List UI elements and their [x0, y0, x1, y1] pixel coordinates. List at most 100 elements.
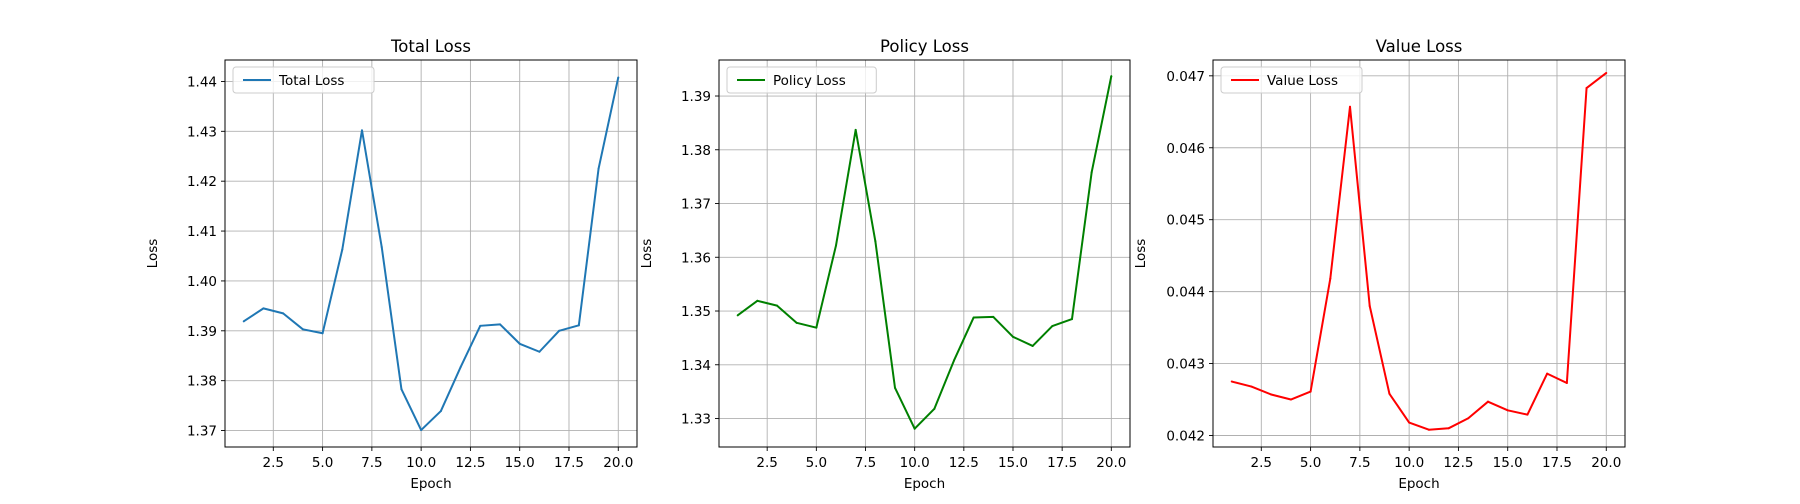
y-tick-label: 1.38: [681, 143, 711, 159]
chart-panel-2: 2.5 5.0 7.5 10.0 12.5 15.0 17.5 20.0 1.33 1.34 1.3…: [639, 37, 1131, 492]
x-tick-label: 7.5: [855, 455, 876, 471]
y-tick-label: 1.37: [187, 424, 217, 440]
data-point: [756, 299, 759, 302]
x-tick-label: 2.5: [263, 455, 284, 471]
y-tick-label: 1.38: [187, 374, 217, 390]
data-point: [1605, 71, 1608, 74]
data-point: [1546, 372, 1549, 375]
data-point: [1011, 335, 1014, 338]
data-point: [1289, 398, 1292, 401]
data-point: [815, 326, 818, 329]
x-tick-label: 15.0: [1493, 455, 1523, 471]
y-tick-label: 1.39: [681, 89, 711, 105]
chart-title: Policy Loss: [880, 37, 969, 56]
data-point: [282, 312, 285, 315]
y-tick-label: 0.047: [1166, 69, 1205, 85]
y-tick-label: 0.042: [1166, 428, 1205, 444]
legend-box: [232, 66, 375, 94]
data-point: [1270, 393, 1273, 396]
data-point: [1090, 171, 1093, 174]
x-tick-label: 17.5: [1542, 455, 1572, 471]
data-point: [321, 332, 324, 335]
data-point: [736, 314, 739, 317]
legend-box: [726, 66, 877, 94]
x-axis-label: Epoch: [904, 476, 945, 492]
x-tick-label: 7.5: [1349, 455, 1370, 471]
data-point: [1388, 392, 1391, 395]
y-tick-label: 0.044: [1166, 285, 1205, 301]
data-point: [1506, 409, 1509, 412]
data-point: [1349, 105, 1352, 108]
x-tick-label: 12.5: [455, 455, 485, 471]
data-point: [795, 321, 798, 324]
x-axis-label: Epoch: [410, 476, 451, 492]
data-point: [1070, 318, 1073, 321]
data-point: [479, 324, 482, 327]
data-point: [952, 359, 955, 362]
x-axis-label: Epoch: [1398, 476, 1439, 492]
x-tick-label: 20.0: [1096, 455, 1126, 471]
data-point: [1329, 277, 1332, 280]
y-tick-label: 1.37: [681, 197, 711, 213]
data-point: [776, 304, 779, 307]
data-point: [1408, 421, 1411, 424]
x-tick-label: 15.0: [998, 455, 1028, 471]
data-point: [439, 410, 442, 413]
y-tick-label: 1.33: [681, 412, 711, 428]
data-point: [1585, 87, 1588, 90]
data-point: [835, 244, 838, 247]
y-tick-label: 1.43: [187, 124, 217, 140]
data-point: [874, 240, 877, 243]
chart-panel-1: 2.5 5.0 7.5 10.0 12.5 15.0 17.5 20.0 1.37 1.38 1.3…: [145, 37, 638, 492]
data-point: [1565, 381, 1568, 384]
data-point: [972, 316, 975, 319]
data-point: [992, 315, 995, 318]
y-tick-label: 1.44: [187, 74, 217, 90]
x-tick-label: 2.5: [1251, 455, 1272, 471]
y-tick-label: 1.36: [681, 250, 711, 266]
y-tick-label: 0.045: [1166, 213, 1205, 229]
data-point: [1486, 400, 1489, 403]
y-tick-label: 0.046: [1166, 141, 1205, 157]
y-tick-label: 1.39: [187, 324, 217, 340]
y-axis-label: Loss: [639, 239, 655, 269]
data-point: [1467, 417, 1470, 420]
data-point: [1427, 428, 1430, 431]
data-point: [1368, 305, 1371, 308]
y-tick-label: 1.40: [187, 274, 217, 290]
x-tick-label: 15.0: [505, 455, 535, 471]
series-line: [737, 75, 1113, 430]
data-point: [361, 129, 364, 132]
legend-label: Total Loss: [278, 73, 344, 89]
data-point: [1526, 413, 1529, 416]
data-point: [1110, 75, 1113, 78]
data-point: [341, 248, 344, 251]
axes-frame: [224, 59, 638, 448]
chart-title: Total Loss: [390, 37, 471, 56]
y-tick-label: 1.42: [187, 174, 217, 190]
x-tick-label: 10.0: [406, 455, 436, 471]
series-line: [1231, 72, 1607, 431]
x-tick-label: 10.0: [900, 455, 930, 471]
data-point: [854, 128, 857, 131]
data-point: [597, 167, 600, 170]
x-tick-label: 17.5: [1047, 455, 1077, 471]
x-tick-label: 12.5: [1443, 455, 1473, 471]
data-point: [380, 246, 383, 249]
axes-frame: [718, 59, 1131, 448]
chart-panel-3: 2.5 5.0 7.5 10.0 12.5 15.0 17.5 20.0 0.042 0.043 0…: [1133, 37, 1626, 492]
data-point: [301, 328, 304, 331]
data-point: [577, 324, 580, 327]
data-point: [262, 307, 265, 310]
data-point: [1447, 427, 1450, 430]
x-tick-label: 20.0: [1591, 455, 1621, 471]
x-tick-label: 5.0: [312, 455, 333, 471]
data-point: [1250, 385, 1253, 388]
data-point: [894, 386, 897, 389]
legend-label: Policy Loss: [773, 73, 846, 89]
series-line: [243, 77, 620, 432]
chart-title: Value Loss: [1376, 37, 1463, 56]
data-point: [538, 350, 541, 353]
data-point: [400, 388, 403, 391]
